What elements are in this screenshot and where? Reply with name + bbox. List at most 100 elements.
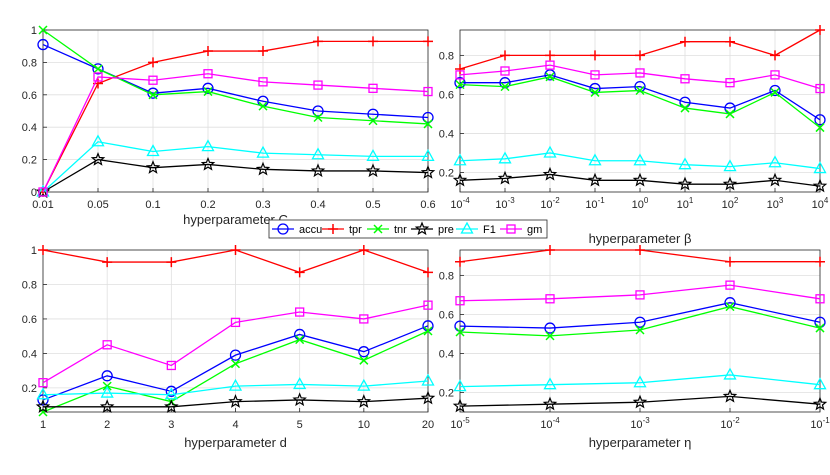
data-point-F1 bbox=[768, 155, 782, 168]
data-point-tpr bbox=[258, 46, 268, 57]
data-point-F1 bbox=[723, 367, 737, 380]
data-point-pre bbox=[632, 172, 648, 187]
y-tick-label: 0.2 bbox=[439, 387, 454, 399]
series-gm bbox=[38, 69, 433, 197]
legend-marker-tnr bbox=[373, 224, 383, 234]
data-point-accu bbox=[499, 77, 511, 89]
data-point-gm bbox=[295, 307, 305, 317]
x-tick-label: 102 bbox=[722, 196, 739, 211]
data-point-F1 bbox=[498, 151, 512, 164]
data-point-pre bbox=[255, 161, 271, 176]
x-tick-label: 5 bbox=[297, 419, 303, 431]
data-point-tnr bbox=[635, 325, 645, 335]
series-tnr bbox=[455, 302, 825, 341]
series-tpr bbox=[455, 245, 825, 267]
data-point-F1 bbox=[421, 149, 435, 162]
data-point-gm bbox=[423, 86, 433, 97]
data-point-accu bbox=[367, 108, 379, 120]
data-point-F1 bbox=[813, 161, 827, 174]
data-point-gm bbox=[725, 280, 735, 290]
data-point-tnr bbox=[423, 119, 433, 129]
series-gm bbox=[455, 60, 825, 94]
data-point-tnr bbox=[680, 103, 690, 113]
data-point-pre bbox=[35, 399, 51, 414]
x-tick-label: 1 bbox=[40, 419, 46, 431]
data-point-tpr bbox=[545, 245, 555, 255]
legend-marker-F1 bbox=[460, 221, 474, 234]
x-tick-label: 0.01 bbox=[32, 199, 53, 211]
y-tick-label: 0.4 bbox=[22, 122, 37, 134]
data-point-gm bbox=[102, 340, 112, 350]
series-line-accu bbox=[459, 302, 821, 329]
x-axis-label: hyperparameter β bbox=[589, 231, 692, 246]
data-point-tnr bbox=[93, 64, 103, 74]
y-tick-label: 0.4 bbox=[439, 128, 454, 140]
data-point-accu bbox=[101, 370, 113, 382]
data-point-pre bbox=[200, 156, 216, 171]
data-point-pre bbox=[420, 164, 436, 179]
data-point-tpr bbox=[368, 36, 378, 47]
series-line-pre bbox=[43, 397, 429, 408]
x-tick-label: 10-4 bbox=[450, 196, 470, 211]
data-point-accu bbox=[37, 394, 49, 406]
data-point-accu bbox=[724, 297, 736, 309]
data-point-tnr bbox=[359, 355, 369, 365]
data-point-pre bbox=[587, 172, 603, 187]
data-point-F1 bbox=[311, 147, 325, 160]
series-tpr bbox=[38, 36, 433, 197]
series-line-accu bbox=[460, 74, 821, 121]
data-point-pre bbox=[310, 163, 326, 178]
data-point-gm bbox=[770, 70, 780, 80]
data-point-tpr bbox=[102, 257, 113, 268]
data-point-pre bbox=[292, 392, 307, 407]
data-point-F1 bbox=[633, 153, 647, 166]
series-accu bbox=[454, 297, 826, 334]
legend-marker-pre bbox=[414, 221, 430, 236]
series-pre bbox=[35, 151, 436, 199]
data-point-gm bbox=[359, 314, 369, 324]
data-point-gm bbox=[815, 83, 825, 94]
legend-item-F1: F1 bbox=[456, 221, 496, 236]
data-point-F1 bbox=[723, 159, 737, 172]
data-point-tnr bbox=[203, 87, 213, 97]
x-tick-label: 20 bbox=[422, 419, 434, 431]
data-point-pre bbox=[677, 176, 693, 191]
data-point-F1 bbox=[421, 373, 435, 386]
data-point-F1 bbox=[813, 377, 827, 390]
panel-beta: 0.2 0.4 0.6 0.8 10-4 10-3 10-2 10-1 100 101 102 103… bbox=[439, 25, 829, 246]
data-point-F1 bbox=[293, 377, 307, 390]
data-point-tnr bbox=[455, 80, 465, 90]
data-point-F1 bbox=[100, 385, 114, 398]
data-point-gm bbox=[545, 294, 555, 304]
data-point-gm bbox=[38, 187, 48, 197]
data-point-gm bbox=[38, 378, 48, 388]
data-point-tnr bbox=[230, 359, 241, 369]
data-point-gm bbox=[635, 68, 645, 78]
data-point-pre bbox=[365, 163, 381, 178]
data-point-tpr bbox=[770, 50, 780, 61]
series-line-gm bbox=[42, 304, 429, 384]
x-tick-label: 0.5 bbox=[365, 199, 380, 211]
data-point-tpr bbox=[423, 267, 433, 278]
data-point-tpr bbox=[680, 36, 690, 47]
series-gm bbox=[455, 280, 825, 306]
data-point-pre bbox=[767, 172, 783, 187]
data-point-F1 bbox=[366, 149, 380, 162]
legend-marker-accu bbox=[277, 223, 289, 235]
data-point-accu bbox=[37, 38, 49, 51]
x-tick-label: 103 bbox=[767, 196, 784, 211]
legend-label: tpr bbox=[349, 224, 362, 236]
data-point-tpr bbox=[455, 64, 465, 75]
data-point-tnr bbox=[725, 302, 735, 312]
data-point-tnr bbox=[500, 82, 510, 92]
data-point-accu bbox=[769, 84, 781, 97]
data-point-F1 bbox=[453, 153, 467, 166]
series-line-F1 bbox=[42, 380, 429, 396]
y-tick-label: 0.4 bbox=[439, 348, 454, 360]
legend-box bbox=[268, 219, 548, 239]
data-point-tpr bbox=[38, 245, 48, 255]
data-point-gm bbox=[680, 74, 690, 84]
data-point-accu bbox=[454, 77, 466, 89]
data-point-gm bbox=[166, 360, 176, 371]
